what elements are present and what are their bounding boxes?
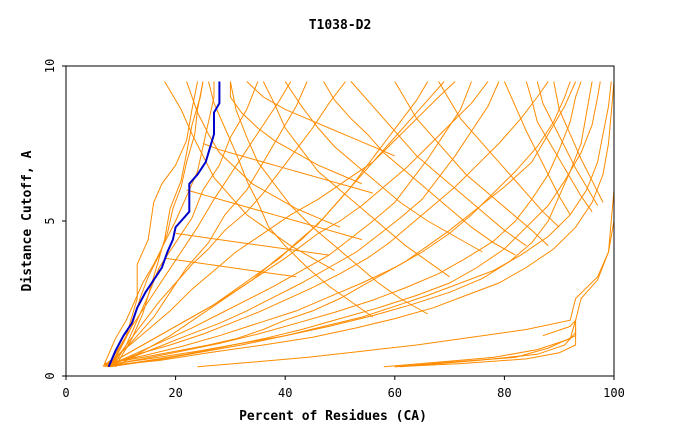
model-series-line-40 [175,232,330,256]
model-series-line-28 [208,81,374,318]
model-series-line-1 [102,81,215,367]
model-series-line-29 [229,81,428,315]
model-series-line-35 [438,81,560,228]
model-series-line-39 [186,189,363,241]
model-series-line-19 [104,81,500,368]
model-series-line-27 [400,332,576,368]
model-series-line-21 [109,81,593,368]
model-series-line-11 [104,81,456,366]
model-series-line-36 [229,81,363,185]
model-series-line-32 [323,81,516,256]
model-series-line-38 [202,143,374,194]
model-series-line-44 [553,81,604,203]
model-series-line-7 [109,81,615,366]
model-series-line-8 [106,81,549,366]
model-series-line-37 [246,81,395,157]
x-tick-label-0: 0 [62,386,69,400]
highlight-series-layer [107,81,221,368]
model-series-line-34 [394,81,549,247]
y-tick-label-5: 5 [43,217,57,224]
x-tick-label-20: 20 [168,386,182,400]
x-tick-label-80: 80 [497,386,511,400]
model-series-line-10 [109,81,346,368]
x-tick-label-40: 40 [278,386,292,400]
model-series-line-42 [503,81,571,216]
model-series-line-14 [104,81,571,365]
model-series-line-43 [536,81,599,206]
tick-layer: 0 20 40 60 80 100 0 5 10 [43,59,625,400]
model-series-line-3 [114,81,204,367]
model-series-line-26 [394,318,577,368]
model-series-line-17 [109,81,308,364]
model-series-line-4 [109,81,198,367]
y-tick-label-10: 10 [43,59,57,73]
model-series-line-16 [115,81,445,368]
x-tick-label-100: 100 [603,386,625,400]
model-series-line-20 [112,81,259,367]
chart-title: T1038-D2 [309,18,372,33]
model-series-line-33 [350,81,527,247]
model-series-line-31 [284,81,483,253]
y-tick-label-0: 0 [43,372,57,379]
highlight-series-line [107,81,221,368]
model-series-line-30 [262,81,450,278]
model-series-line-18 [107,81,582,366]
model-series-line-15 [104,81,489,366]
model-series-layer [102,81,615,368]
model-series-line-25 [394,326,577,368]
x-axis-label: Percent of Residues (CA) [239,409,427,424]
model-series-line-46 [186,81,341,228]
model-series-line-5 [104,81,577,365]
model-series-line-41 [164,257,297,278]
model-series-line-12 [109,81,292,367]
y-axis-label: Distance Cutoff, A [20,150,35,291]
model-series-line-13 [107,81,601,368]
x-tick-label-60: 60 [388,386,402,400]
model-series-line-45 [525,81,593,212]
model-series-line-47 [164,81,335,272]
